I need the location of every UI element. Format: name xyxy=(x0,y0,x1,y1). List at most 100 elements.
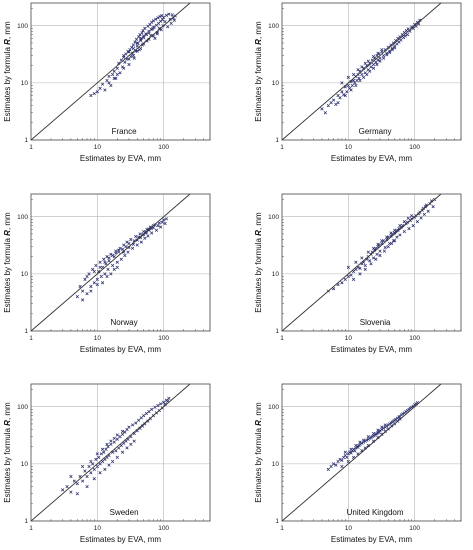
data-point xyxy=(172,18,176,22)
data-point xyxy=(129,54,133,59)
data-point xyxy=(112,436,116,440)
x-axis-title: Estimates by EVA, mm xyxy=(331,535,413,544)
data-point xyxy=(353,81,357,85)
data-point xyxy=(156,403,160,408)
data-point xyxy=(134,37,139,41)
data-point xyxy=(393,231,397,235)
data-point xyxy=(354,260,358,264)
data-point xyxy=(351,277,356,282)
y-tick-label: 1 xyxy=(275,518,279,525)
data-point xyxy=(80,298,85,302)
y-tick-label: 10 xyxy=(21,461,29,468)
data-point xyxy=(376,428,380,432)
data-point xyxy=(366,434,370,439)
x-tick-label: 10 xyxy=(345,335,353,342)
data-point xyxy=(345,455,349,459)
data-point xyxy=(109,442,113,446)
data-point xyxy=(75,492,79,496)
data-point xyxy=(87,272,91,276)
x-tick-label: 10 xyxy=(94,144,102,151)
data-point xyxy=(107,81,111,85)
data-point xyxy=(143,236,147,240)
data-point xyxy=(135,41,139,45)
data-point xyxy=(399,38,403,42)
data-point xyxy=(342,93,346,97)
data-point xyxy=(388,50,392,55)
data-point xyxy=(124,244,128,249)
data-point xyxy=(349,451,353,455)
data-point xyxy=(99,274,103,279)
y-axis-title-symbol: R xyxy=(3,420,12,426)
data-point xyxy=(95,277,99,282)
y-axis-title: Estimates by formula R, mm xyxy=(3,212,12,313)
data-point xyxy=(122,66,126,70)
data-point xyxy=(61,488,65,492)
data-point xyxy=(117,446,121,450)
data-point xyxy=(373,248,377,252)
data-point xyxy=(110,263,115,268)
chart-panel-4: 1 10 100 1 10 100 Sweden Estimates by EVA, mm Es… xyxy=(3,383,211,544)
data-point xyxy=(160,17,165,22)
data-point xyxy=(338,457,342,461)
one-to-one-line xyxy=(281,193,442,332)
data-point xyxy=(358,266,362,270)
data-point xyxy=(158,14,162,19)
data-point xyxy=(376,435,380,440)
data-point xyxy=(406,27,410,31)
data-point xyxy=(382,249,387,253)
data-point xyxy=(142,35,146,40)
data-point xyxy=(354,443,358,448)
data-point xyxy=(343,450,347,454)
data-point xyxy=(130,246,135,250)
data-point xyxy=(120,450,125,454)
data-point xyxy=(115,455,119,459)
data-point xyxy=(103,260,107,264)
data-point xyxy=(118,434,122,439)
data-point xyxy=(360,72,364,77)
data-point xyxy=(371,431,376,436)
data-point xyxy=(326,103,330,108)
data-point xyxy=(365,438,369,442)
data-point xyxy=(405,32,410,37)
data-point xyxy=(167,396,171,401)
data-point xyxy=(360,65,364,69)
data-point xyxy=(358,440,362,444)
one-to-one-line xyxy=(281,2,442,141)
data-point xyxy=(142,229,146,234)
data-point xyxy=(340,281,344,285)
data-point xyxy=(115,265,119,269)
data-point xyxy=(92,477,96,481)
data-point xyxy=(115,260,119,264)
data-point xyxy=(371,256,376,260)
y-axis-title-suffix: , mm xyxy=(254,402,263,420)
data-point xyxy=(391,239,396,243)
y-axis-title-symbol: R xyxy=(254,39,263,45)
data-point xyxy=(69,474,73,479)
data-point xyxy=(331,98,336,102)
x-tick-label: 10 xyxy=(345,144,353,151)
x-axis-title: Estimates by EVA, mm xyxy=(80,345,162,354)
data-point xyxy=(128,48,132,52)
data-point xyxy=(361,438,366,442)
data-point xyxy=(107,74,111,78)
data-point xyxy=(130,423,135,427)
data-point xyxy=(80,464,85,469)
y-tick-label: 10 xyxy=(21,80,29,87)
data-point xyxy=(109,439,113,443)
data-point xyxy=(374,257,378,261)
x-tick-label: 1 xyxy=(29,525,33,532)
data-point xyxy=(150,407,154,411)
x-tick-label: 1 xyxy=(280,335,284,342)
data-point xyxy=(419,216,423,220)
data-point xyxy=(380,425,384,429)
one-to-one-line xyxy=(30,2,191,141)
data-point xyxy=(378,249,382,253)
data-point xyxy=(380,432,384,436)
y-axis-title-suffix: , mm xyxy=(254,212,263,230)
data-point xyxy=(95,452,99,456)
data-point xyxy=(431,205,435,209)
data-point xyxy=(85,292,89,296)
data-point xyxy=(162,15,166,20)
data-point xyxy=(132,439,136,443)
data-point xyxy=(334,463,338,467)
